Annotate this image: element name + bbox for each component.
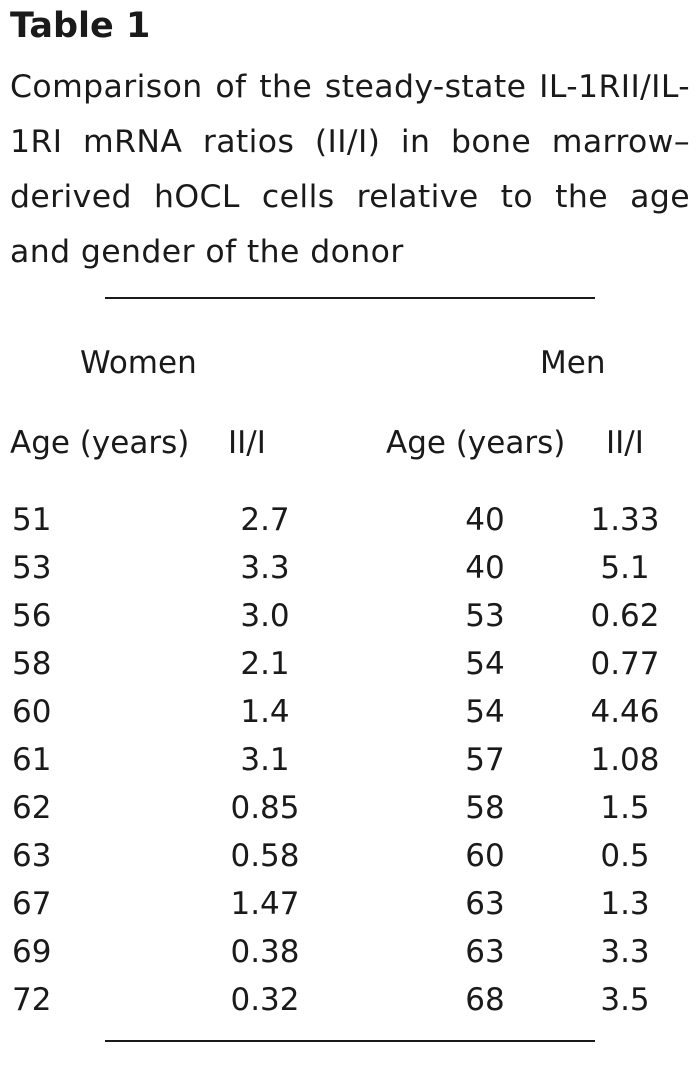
women-ratio-cell: 3.0	[240, 598, 290, 634]
women-age-cell: 62	[12, 790, 52, 826]
women-age-cell: 56	[12, 598, 52, 634]
women-age-cell: 67	[12, 886, 52, 922]
table-caption: Comparison of the steady-state IL-1RII/I…	[10, 69, 690, 270]
women-ratio-cell: 3.1	[240, 742, 290, 778]
men-age-cell: 60	[465, 838, 505, 874]
women-age-column: 51 53 56 58 60 61 62 63 67 69 72	[12, 496, 92, 1024]
men-age-cell: 63	[465, 886, 505, 922]
men-ratio-column: 1.33 5.1 0.62 0.77 4.46 1.08 1.5 0.5 1.3 3.3 3.5	[560, 496, 690, 1024]
men-ratio-cell: 1.5	[600, 790, 650, 826]
men-age-cell: 57	[465, 742, 505, 778]
men-ratio-cell: 0.5	[600, 838, 650, 874]
women-ratio-cell: 0.85	[230, 790, 300, 826]
men-ratio-cell: 1.33	[590, 502, 660, 538]
men-age-cell: 63	[465, 934, 505, 970]
men-age-cell: 53	[465, 598, 505, 634]
men-age-cell: 54	[465, 694, 505, 730]
women-age-cell: 58	[12, 646, 52, 682]
men-age-cell: 40	[465, 550, 505, 586]
top-rule	[105, 297, 595, 299]
men-age-cell: 58	[465, 790, 505, 826]
women-age-cell: 53	[12, 550, 52, 586]
men-ratio-cell: 3.3	[600, 934, 650, 970]
column-header-men-ratio: II/I	[606, 425, 644, 461]
men-ratio-cell: 0.77	[590, 646, 660, 682]
column-header-men-age: Age (years)	[386, 425, 566, 461]
men-age-column: 40 40 53 54 54 57 58 60 63 63 68	[440, 496, 530, 1024]
group-header-men: Men	[540, 345, 606, 381]
women-ratio-cell: 0.38	[230, 934, 300, 970]
women-age-cell: 63	[12, 838, 52, 874]
women-age-cell: 69	[12, 934, 52, 970]
women-ratio-cell: 1.4	[240, 694, 290, 730]
men-ratio-cell: 0.62	[590, 598, 660, 634]
women-age-cell: 72	[12, 982, 52, 1018]
men-ratio-cell: 4.46	[590, 694, 660, 730]
women-ratio-cell: 0.58	[230, 838, 300, 874]
women-age-cell: 60	[12, 694, 52, 730]
men-ratio-cell: 1.08	[590, 742, 660, 778]
women-age-cell: 51	[12, 502, 52, 538]
group-header-women: Women	[80, 345, 197, 381]
women-age-cell: 61	[12, 742, 52, 778]
men-age-cell: 40	[465, 502, 505, 538]
women-ratio-cell: 1.47	[230, 886, 300, 922]
women-ratio-cell: 3.3	[240, 550, 290, 586]
women-ratio-cell: 0.32	[230, 982, 300, 1018]
men-age-cell: 68	[465, 982, 505, 1018]
column-header-women-age: Age (years)	[10, 425, 190, 461]
men-ratio-cell: 1.3	[600, 886, 650, 922]
table-label: Table 1	[10, 6, 151, 46]
men-ratio-cell: 3.5	[600, 982, 650, 1018]
women-ratio-column: 2.7 3.3 3.0 2.1 1.4 3.1 0.85 0.58 1.47 0.38 0.32	[200, 496, 330, 1024]
women-ratio-cell: 2.1	[240, 646, 290, 682]
column-header-women-ratio: II/I	[228, 425, 266, 461]
women-ratio-cell: 2.7	[240, 502, 290, 538]
men-age-cell: 54	[465, 646, 505, 682]
bottom-rule	[105, 1040, 595, 1042]
men-ratio-cell: 5.1	[600, 550, 650, 586]
